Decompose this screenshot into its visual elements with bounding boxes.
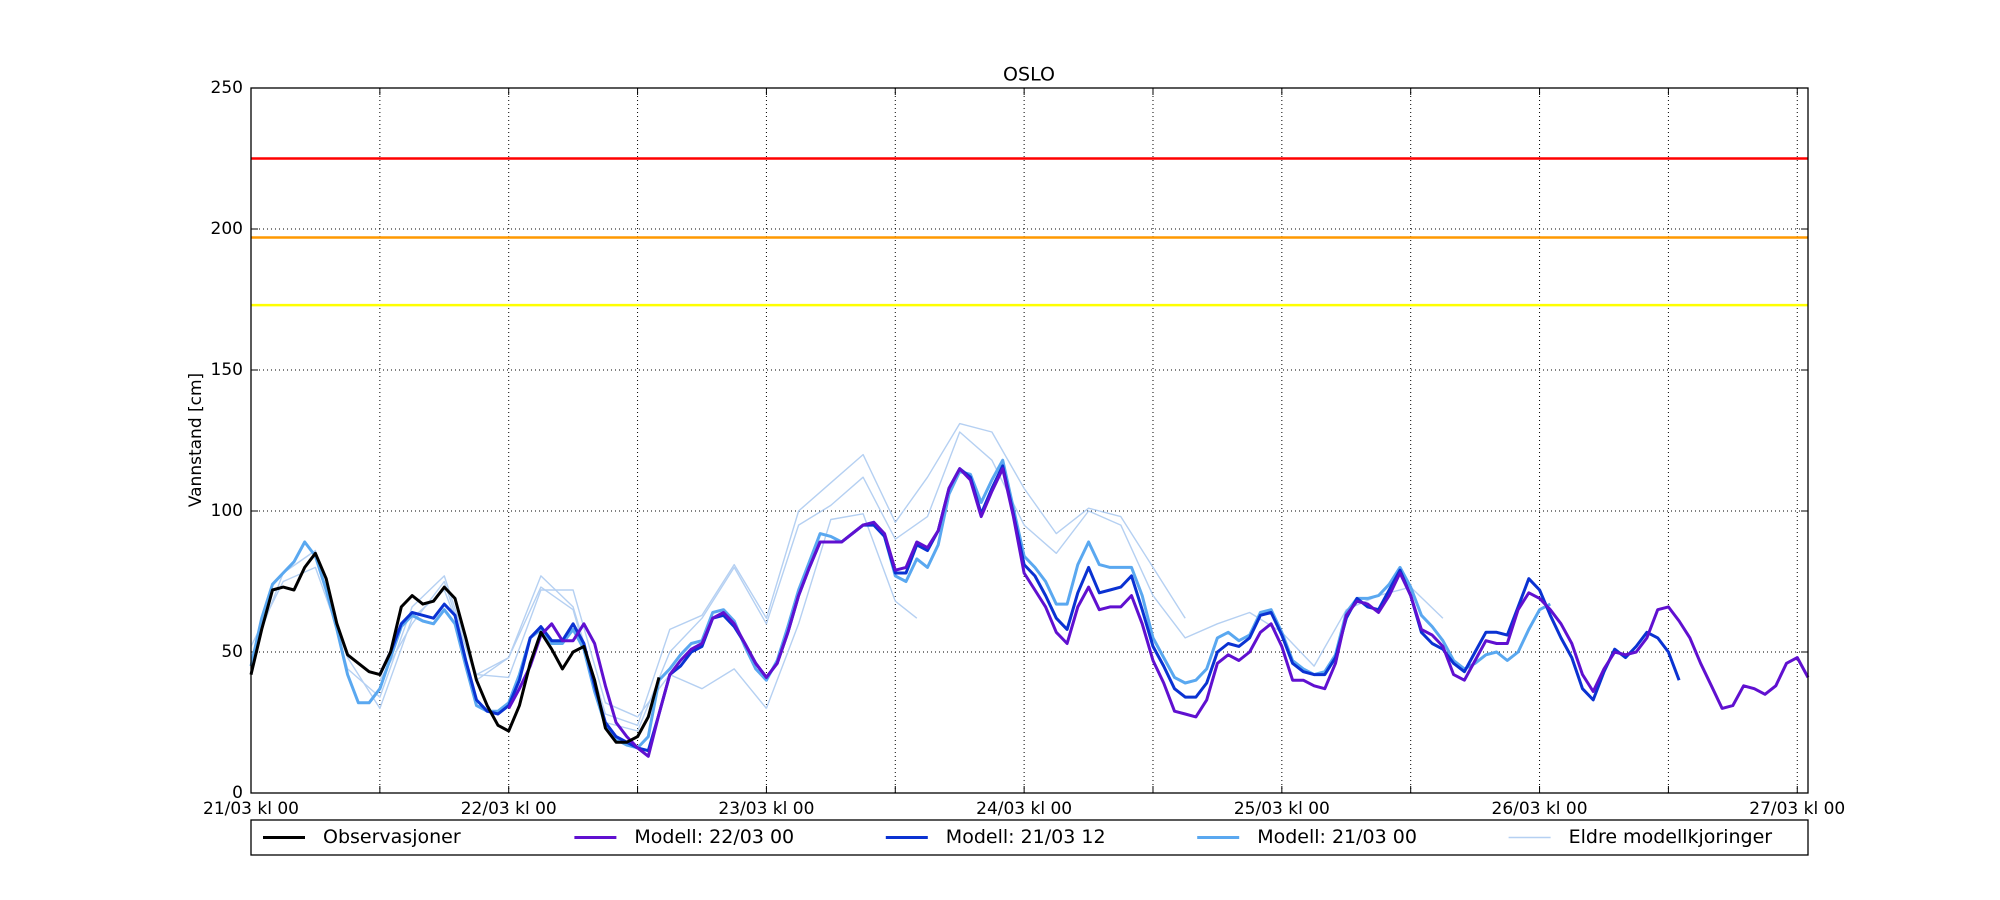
series-line: [378, 464, 1681, 753]
older-run-line: [379, 431, 1444, 732]
x-tick-label: 22/03 kl 00: [461, 799, 557, 819]
y-tick-label: 50: [221, 642, 243, 662]
x-tick-label: 26/03 kl 00: [1492, 799, 1588, 819]
x-tick-label: 24/03 kl 00: [976, 799, 1072, 819]
chart-title: OSLO: [1003, 64, 1055, 86]
y-tick-label: 100: [211, 501, 243, 521]
x-tick-label: 23/03 kl 00: [718, 799, 814, 819]
older-run-line: [250, 422, 1186, 726]
x-tick-label: 21/03 kl 00: [203, 799, 299, 819]
older-run-line: [250, 513, 918, 718]
series-line: [507, 467, 1810, 758]
legend-label: Eldre modellkjoringer: [1569, 826, 1773, 848]
legend-label: Modell: 21/03 00: [1257, 826, 1417, 848]
plot-frame: [250, 87, 1809, 794]
legend-label: Modell: 21/03 12: [946, 826, 1106, 848]
y-tick-label: 150: [211, 360, 243, 380]
legend-label: Observasjoner: [323, 826, 461, 848]
x-tick-label: 25/03 kl 00: [1234, 799, 1330, 819]
y-tick-label: 0: [232, 783, 243, 803]
y-axis-label: Vannstand [cm]: [186, 373, 206, 507]
y-tick-label: 250: [211, 78, 243, 98]
y-tick-label: 200: [211, 219, 243, 239]
x-tick-label: 27/03 kl 00: [1749, 799, 1845, 819]
legend-label: Modell: 22/03 00: [634, 826, 794, 848]
series-line: [249, 551, 661, 744]
